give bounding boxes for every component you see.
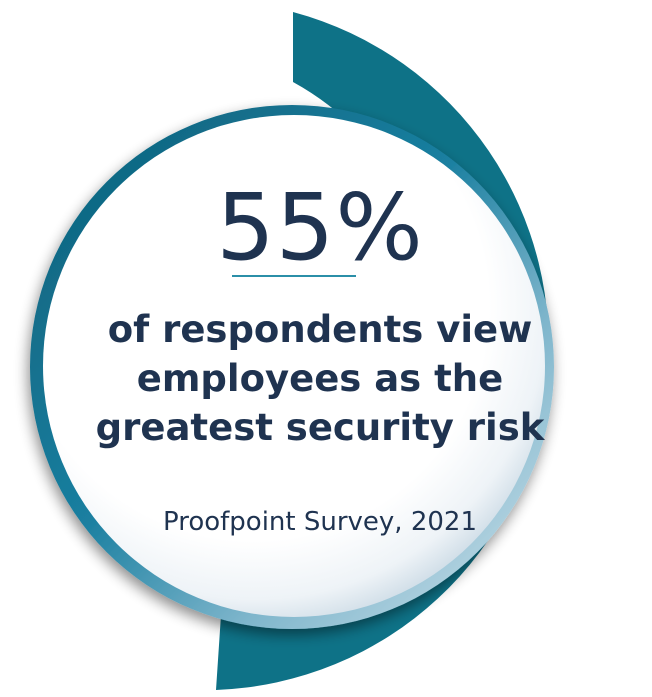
description-line-2: employees as the — [136, 357, 504, 400]
description-line-3: greatest security risk — [95, 406, 545, 449]
stat-description: of respondents view employees as the gre… — [40, 305, 600, 452]
disc — [43, 115, 545, 617]
divider — [232, 275, 356, 277]
source-citation: Proofpoint Survey, 2021 — [162, 507, 478, 537]
stat-value: 55% — [216, 174, 424, 281]
description-line-1: of respondents view — [107, 308, 533, 351]
